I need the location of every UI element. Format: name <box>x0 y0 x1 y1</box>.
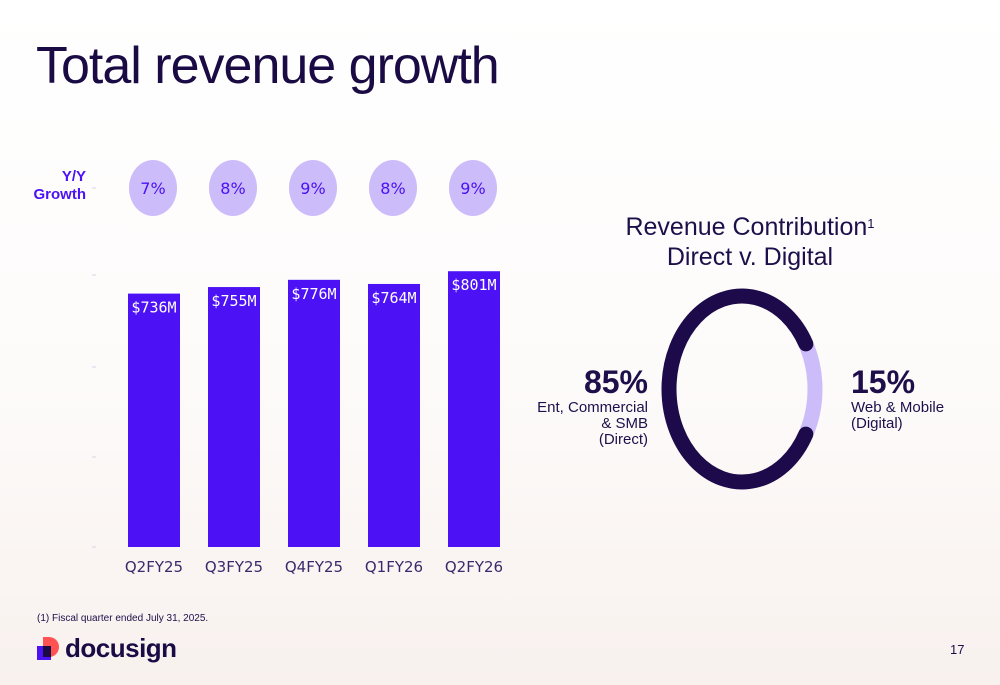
growth-bubble <box>129 160 177 216</box>
growth-label: 9% <box>460 179 485 198</box>
donut-title-footnote-mark: 1 <box>867 216 875 231</box>
donut-title: Revenue Contribution1 Direct v. Digital <box>600 212 900 272</box>
bar-Q4FY25 <box>288 279 340 547</box>
donut-title-line1: Revenue Contribution <box>625 213 868 241</box>
revenue-contribution-donut <box>661 288 823 490</box>
bar-value-label: $736M <box>131 299 176 317</box>
bar-value-label: $764M <box>371 289 416 307</box>
digital-desc-line1: Web & Mobile <box>851 399 945 416</box>
donut-slice-direct <box>661 288 814 490</box>
category-label: Q2FY26 <box>445 558 503 576</box>
docusign-logo-text: docusign <box>65 633 177 663</box>
growth-label: 8% <box>380 179 405 198</box>
donut-title-line2: Direct v. Digital <box>666 243 834 271</box>
revenue-bar-chart: $736M Q2FY25 7% $755M Q3FY25 8% $776M Q4FY25 9% $… <box>92 160 503 576</box>
bar-Q2FY26 <box>448 271 500 547</box>
growth-bubble <box>449 160 497 216</box>
category-label: Q3FY25 <box>205 558 263 576</box>
bar-value-label: $776M <box>291 285 336 303</box>
digital-pct: 15% <box>851 364 916 400</box>
bar-Q3FY25 <box>208 287 260 547</box>
digital-stat: 15% Web & Mobile (Digital) <box>851 364 944 432</box>
growth-label: 9% <box>300 179 325 198</box>
bar-Q1FY26 <box>368 283 420 547</box>
bar-Q2FY25 <box>128 293 180 547</box>
direct-desc-line1: Ent, Commercial <box>537 399 648 416</box>
donut-slice-digital <box>800 343 823 435</box>
digital-desc-line2: (Digital) <box>851 415 903 432</box>
direct-stat: 85% Ent, Commercial & SMB (Direct) <box>537 364 648 448</box>
page-title: Total revenue growth <box>36 37 500 95</box>
category-label: Q1FY26 <box>365 558 423 576</box>
footnote: (1) Fiscal quarter ended July 31, 2025. <box>37 613 209 624</box>
docusign-logo-icon <box>37 636 59 660</box>
yy-growth-label-line1: Y/Y <box>61 168 86 185</box>
category-label: Q2FY25 <box>125 558 183 576</box>
direct-desc-line3: (Direct) <box>598 431 648 448</box>
yy-growth-label-line2: Growth <box>33 186 87 203</box>
yy-growth-label: Y/Y Growth <box>20 168 87 204</box>
docusign-logo: docusign <box>37 633 177 664</box>
page-number: 17 <box>950 642 965 657</box>
direct-pct: 85% <box>583 364 648 400</box>
direct-desc-line2: & SMB <box>601 415 648 432</box>
growth-label: 7% <box>140 179 165 198</box>
growth-bubble <box>289 160 337 216</box>
category-label: Q4FY25 <box>285 558 343 576</box>
bar-value-label: $755M <box>211 292 256 310</box>
growth-bubble <box>369 160 417 216</box>
growth-label: 8% <box>220 179 245 198</box>
bar-value-label: $801M <box>451 276 496 294</box>
growth-bubble <box>209 160 257 216</box>
